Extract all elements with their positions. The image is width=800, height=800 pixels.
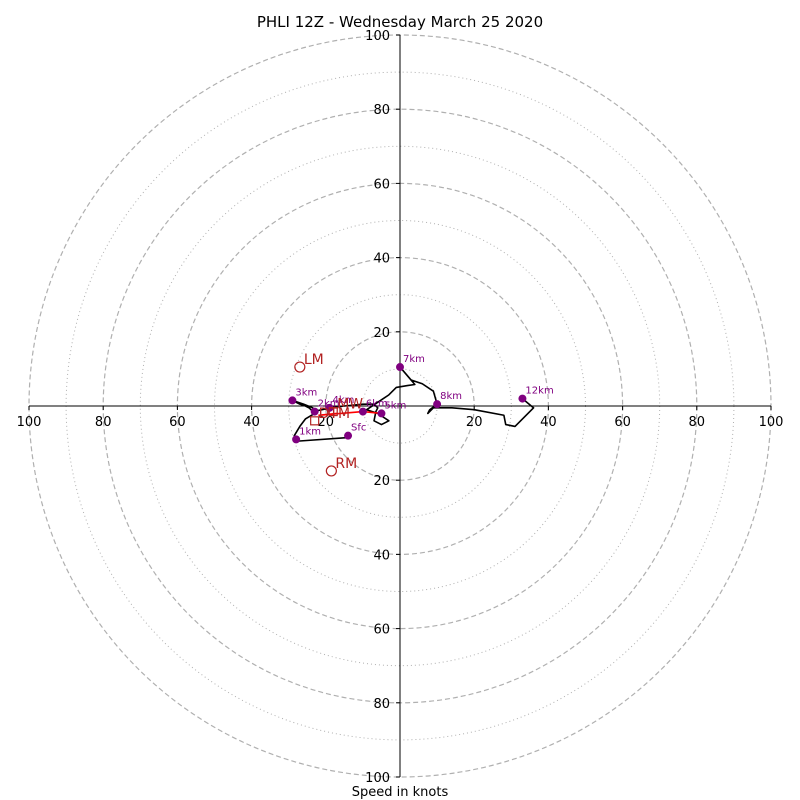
y-tick-label: 40	[373, 548, 390, 563]
height-marker-label: 12km	[525, 386, 553, 397]
height-markers: Sfc1km2km3km4km5km6km7km8km12km	[288, 354, 554, 444]
x-tick-label: 40	[540, 415, 557, 430]
height-marker-label: 8km	[440, 391, 462, 402]
y-tick-label: 100	[365, 29, 390, 44]
storm-motion-label: MW	[337, 397, 363, 413]
storm-motion-label: LM	[304, 352, 324, 368]
hodograph-trace	[291, 366, 535, 443]
x-tick-label: 100	[759, 415, 784, 430]
x-tick-label: 20	[318, 415, 335, 430]
x-tick-label: 80	[95, 415, 112, 430]
hodograph-series	[291, 366, 535, 443]
x-tick-label: 20	[466, 415, 483, 430]
chart-title: PHLI 12Z - Wednesday March 25 2020	[257, 13, 543, 31]
height-marker-dot	[310, 407, 319, 416]
storm-motion-marker	[325, 465, 337, 477]
x-tick-label: 60	[169, 415, 186, 430]
height-marker-label: 7km	[403, 354, 425, 365]
y-tick-label: 80	[373, 103, 390, 118]
height-marker-dot	[433, 400, 442, 409]
y-tick-label: 60	[373, 177, 390, 192]
height-marker-label: Sfc	[351, 423, 366, 434]
height-marker-label: 6km	[366, 399, 388, 410]
height-marker-label: 5km	[384, 400, 406, 411]
storm-motion-label: DTM	[319, 406, 350, 422]
x-tick-label: 40	[243, 415, 260, 430]
x-axis-label: Speed in knots	[352, 785, 449, 800]
height-marker-dot	[288, 396, 297, 405]
height-marker-label: 3km	[295, 387, 317, 398]
x-tick-label: 60	[614, 415, 631, 430]
height-marker-label: 1km	[299, 426, 321, 437]
axes	[29, 35, 771, 777]
y-tick-label: 40	[373, 252, 390, 267]
y-tick-label: 100	[365, 771, 390, 786]
x-tick-label: 100	[17, 415, 42, 430]
height-marker-dot	[518, 394, 527, 403]
y-tick-label: 80	[373, 697, 390, 712]
height-marker-label: 4km	[333, 395, 355, 406]
height-marker-dot	[358, 407, 367, 416]
y-tick-label: 60	[373, 623, 390, 638]
height-marker-dot	[292, 435, 301, 444]
y-tick-label: 20	[373, 474, 390, 489]
storm-motion-marker	[310, 416, 320, 426]
height-marker-dot	[396, 363, 404, 372]
height-marker-dot	[344, 431, 353, 440]
y-tick-label: 20	[373, 326, 390, 341]
height-marker-dot	[377, 409, 386, 418]
tick-labels: 100 80 60 40 20 20 40 60 80 100 100 80 60 40 20 20 40 60 8…	[17, 29, 784, 786]
x-tick-label: 80	[689, 415, 706, 430]
storm-motion-label: RM	[335, 456, 357, 472]
storm-motion-marker	[328, 406, 338, 417]
mean-wind-line	[318, 410, 382, 417]
storm-motion-marker	[294, 361, 306, 373]
